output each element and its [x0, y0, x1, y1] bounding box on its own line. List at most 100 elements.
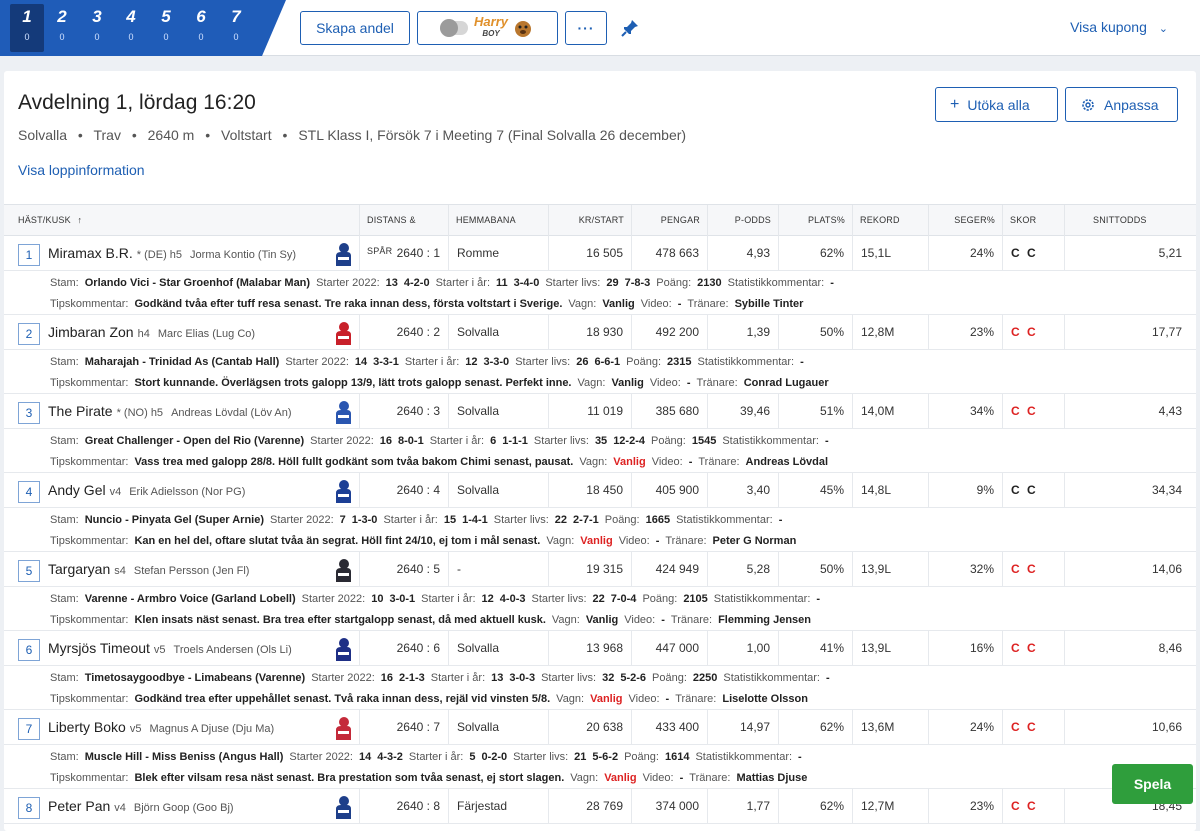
start-number[interactable]: 2 [18, 322, 40, 345]
column-header-money[interactable]: PENGAR [631, 205, 707, 236]
record-2022: 1-3-0 [351, 514, 378, 526]
chevron-down-icon: ⌄ [1158, 23, 1168, 35]
horse-detail: Stam: Orlando Vici - Star Groenhof (Malab… [4, 271, 1196, 315]
cell-p-odds: 1,77 [707, 789, 778, 823]
column-header-seger[interactable]: SEGER% [928, 205, 1002, 236]
horse-name[interactable]: Jimbaran Zon [48, 324, 134, 340]
video-value: - [655, 535, 660, 547]
table-row[interactable]: 1 Miramax B.R. * (DE) h5 Jorma Kontio (Tin … [4, 236, 1196, 271]
detail-label: Poäng: [652, 672, 687, 684]
cell-distance-value: 2640 : 4 [396, 483, 440, 497]
leg-number: 3 [92, 7, 102, 26]
cell-shoes: C C [1002, 631, 1064, 665]
start-number[interactable]: 3 [18, 401, 40, 424]
column-header-skor[interactable]: SKOR [1002, 205, 1064, 236]
cell-rekord: 13,9L [852, 552, 928, 586]
table-row[interactable]: 7 Liberty Boko v5 Magnus A Djuse (Dju Ma) 26… [4, 710, 1196, 745]
horse-name[interactable]: Miramax B.R. [48, 245, 133, 261]
harry-dog-icon [514, 21, 531, 37]
starts-lifetime: 22 [592, 593, 605, 605]
start-number[interactable]: 1 [18, 243, 40, 266]
cell-horse: 6 Myrsjös Timeout v5 Troels Andersen (Ols L… [4, 631, 359, 665]
table-row[interactable]: 2 Jimbaran Zon h4 Marc Elias (Lug Co) 2640 :… [4, 315, 1196, 350]
detail-label: Poäng: [642, 593, 678, 605]
horse-name[interactable]: The Pirate [48, 403, 113, 419]
detail-label: Video: [649, 377, 681, 389]
sort-arrow-up-icon: ↑ [77, 215, 83, 225]
table-header: HÄST/KUSK ↑ DISTANS & SPÅR HEMMABANA KR/… [4, 204, 1196, 256]
spela-button[interactable]: Spela [1112, 764, 1193, 804]
cell-rekord-value: 14,8L [861, 483, 892, 497]
cell-rekord: 13,9L [852, 631, 928, 665]
detail-label: Tränare: [670, 614, 713, 626]
starts-this-year: 5 [469, 751, 476, 763]
table-row[interactable]: 3 The Pirate * (NO) h5 Andreas Lövdal (Löv … [4, 394, 1196, 429]
column-header-rekord[interactable]: REKORD [852, 205, 928, 236]
cell-horse: 8 Peter Pan v4 Björn Goop (Goo Bj) [4, 789, 359, 823]
more-options-button[interactable]: ··· [565, 11, 607, 45]
cell-seger: 34% [928, 394, 1002, 428]
column-header-kr-start[interactable]: KR/START [548, 205, 631, 236]
visa-loppinformation-link[interactable]: Visa loppinformation [18, 162, 145, 178]
start-number[interactable]: 7 [18, 717, 40, 740]
column-header-home-track[interactable]: HEMMABANA [448, 205, 548, 236]
cell-kr-start: 11 019 [548, 394, 631, 428]
cell-rekord-value: 13,9L [861, 562, 892, 576]
detail-line-stats: Stam: Varenne - Armbro Voice (Garland Lob… [50, 593, 826, 605]
skapa-andel-button[interactable]: Skapa andel [300, 11, 410, 45]
column-header-distance[interactable]: DISTANS & SPÅR [359, 205, 448, 256]
pin-icon[interactable] [620, 18, 640, 38]
start-number[interactable]: 4 [18, 480, 40, 503]
column-header-horse[interactable]: HÄST/KUSK ↑ [4, 205, 359, 236]
horse-name[interactable]: Targaryan [48, 561, 111, 577]
start-number[interactable]: 6 [18, 638, 40, 661]
driver-silk-icon [336, 796, 351, 819]
horse-name[interactable]: Liberty Boko [48, 719, 126, 735]
points: 1614 [664, 751, 690, 763]
table-row[interactable]: 4 Andy Gel v4 Erik Adielsson (Nor PG) 2640 :… [4, 473, 1196, 508]
horse-name[interactable]: Myrsjös Timeout [48, 640, 150, 656]
record-this-year: 3-0-3 [509, 672, 536, 684]
detail-label: Video: [642, 772, 674, 784]
column-header-p-odds[interactable]: P-ODDS [707, 205, 778, 236]
cell-horse: 1 Miramax B.R. * (DE) h5 Jorma Kontio (Tin … [4, 236, 359, 270]
cell-plats: 62% [778, 236, 852, 270]
visa-kupong-dropdown[interactable]: Visa kupong ⌄ [1070, 19, 1168, 35]
video-value: - [688, 456, 693, 468]
horse-detail: Stam: Timetosaygoodbye - Limabeans (Varen… [4, 666, 1196, 710]
harry-boy-toggle[interactable] [440, 19, 469, 37]
table-row[interactable]: 5 Targaryan s4 Stefan Persson (Jen Fl) 2640 … [4, 552, 1196, 587]
start-number[interactable]: 8 [18, 796, 40, 819]
cell-home-track: Solvalla [448, 473, 548, 507]
cell-money-value: 478 663 [655, 246, 699, 260]
record-lifetime: 2-7-1 [573, 514, 599, 526]
cell-kr-start-value: 28 769 [586, 799, 623, 813]
record-this-year: 1-4-1 [462, 514, 488, 526]
expand-all-button[interactable]: + Utöka alla [935, 87, 1058, 122]
table-row[interactable]: 8 Peter Pan v4 Björn Goop (Goo Bj) 2640 : 8 F… [4, 789, 1196, 824]
start-number[interactable]: 5 [18, 559, 40, 582]
cell-plats-value: 41% [819, 641, 844, 655]
detail-label: Poäng: [656, 277, 692, 289]
shoe-icons: C C [1011, 246, 1038, 260]
cell-distance-value: 2640 : 8 [396, 799, 440, 813]
column-header-plats[interactable]: PLATS% [778, 205, 852, 236]
column-header-snittodds[interactable]: SNITTODDS [1064, 205, 1196, 236]
cell-seger: 24% [928, 710, 1002, 744]
customize-button[interactable]: Anpassa [1065, 87, 1178, 122]
cell-plats-value: 45% [819, 483, 844, 497]
driver-name: Björn Goop (Goo Bj) [133, 802, 234, 814]
harry-boy-toggle-button[interactable]: Harry BOY [417, 11, 558, 45]
horse-name[interactable]: Peter Pan [48, 798, 111, 814]
horse-name[interactable]: Andy Gel [48, 482, 106, 498]
cell-snittodds-value: 14,06 [1151, 562, 1182, 576]
table-row[interactable]: 6 Myrsjös Timeout v5 Troels Andersen (Ols L… [4, 631, 1196, 666]
starts-lifetime: 21 [574, 751, 587, 763]
